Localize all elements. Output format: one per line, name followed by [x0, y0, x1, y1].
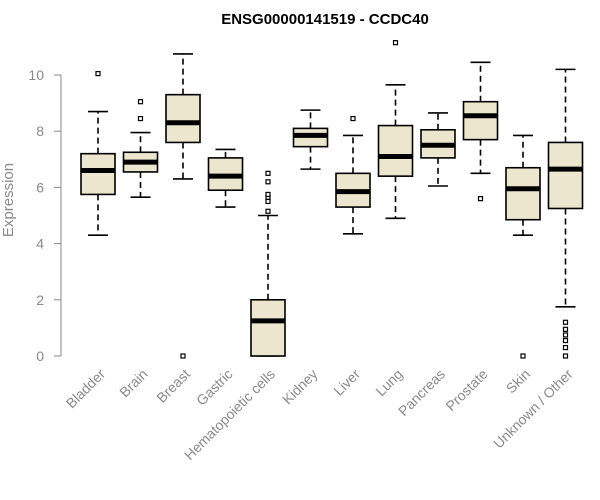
outlier-point [265, 179, 271, 185]
outlier-point [265, 170, 271, 176]
x-category-label: Skin [503, 366, 534, 397]
box-group [165, 53, 201, 359]
outlier-point [265, 198, 271, 205]
outlier-point [562, 344, 569, 351]
iqr-box [250, 298, 286, 357]
outlier-point [265, 208, 271, 214]
x-category-label: Bladder [63, 366, 109, 412]
box-group [420, 112, 456, 187]
x-category-label: Brain [116, 366, 150, 400]
y-tick-label: 6 [36, 179, 44, 195]
outlier-point [562, 353, 569, 359]
outlier-point [350, 115, 356, 122]
y-axis-label: Expression [0, 163, 17, 237]
iqr-box [80, 152, 116, 196]
box-group [377, 40, 414, 220]
x-category-label: Prostate [442, 366, 490, 414]
box-group [292, 109, 329, 170]
outlier-point [137, 115, 144, 122]
box-group [122, 99, 159, 199]
outlier-point [477, 196, 484, 202]
box-series [80, 40, 584, 359]
outlier-point [95, 70, 101, 77]
y-tick-label: 10 [28, 67, 44, 83]
box-group [250, 170, 286, 357]
box-group [462, 61, 499, 202]
outlier-point [520, 353, 526, 359]
y-tick-label: 0 [36, 348, 44, 364]
y-tick-label: 2 [36, 292, 44, 308]
iqr-box [462, 100, 499, 141]
x-category-label: Liver [330, 366, 363, 399]
outlier-point [180, 353, 186, 359]
outlier-point [562, 326, 569, 332]
box-group [335, 115, 371, 235]
box-group [207, 148, 244, 208]
outlier-point [392, 40, 399, 46]
x-category-label: Pancreas [395, 366, 448, 419]
iqr-box [377, 124, 414, 177]
x-category-label: Unknown / Other [490, 366, 576, 452]
box-group [505, 134, 541, 359]
y-tick-label: 8 [36, 123, 44, 139]
iqr-box [165, 93, 201, 144]
outlier-point [137, 99, 144, 105]
x-category-label: Kidney [279, 366, 321, 408]
outlier-point [562, 337, 569, 344]
box-group [80, 70, 116, 236]
iqr-box [547, 141, 584, 210]
x-category-label: Lung [372, 366, 405, 399]
outlier-point [265, 191, 271, 198]
chart-title: ENSG00000141519 - CCDC40 [221, 11, 429, 28]
outlier-point [562, 332, 569, 338]
x-category-label: Breast [153, 366, 193, 406]
y-axis: 0 2 4 6 8 10 [28, 67, 62, 364]
y-tick-label: 4 [36, 236, 44, 252]
box-group [547, 68, 584, 359]
outlier-point [562, 319, 569, 325]
iqr-box [505, 166, 541, 221]
